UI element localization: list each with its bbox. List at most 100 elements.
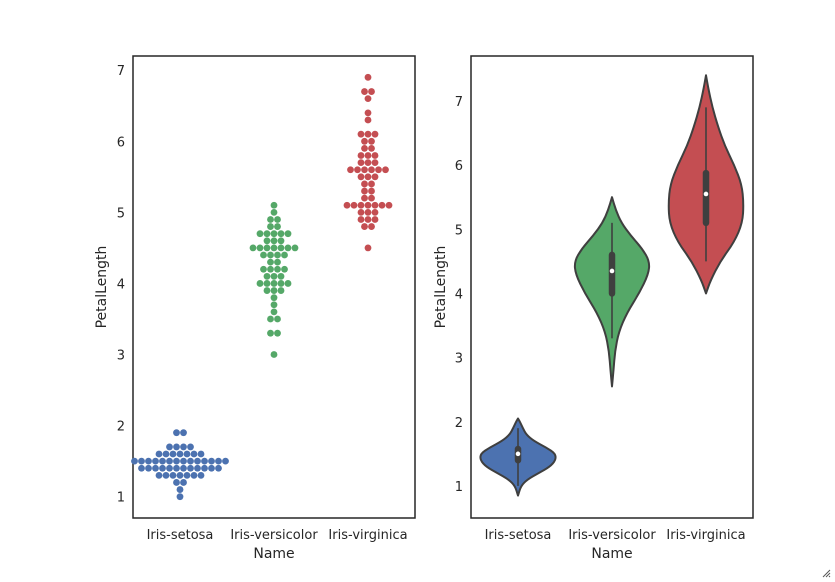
swarm-point-iris-setosa [201,464,208,472]
swarm-point-iris-virginica [368,223,375,230]
swarm-point-iris-versicolor [274,329,281,337]
swarm-point-iris-versicolor [284,280,292,287]
swarm-point-iris-setosa [176,493,184,501]
swarm-point-iris-setosa [173,429,180,437]
violin-y-tick-label: 3 [455,352,463,367]
swarm-point-iris-setosa [152,457,159,465]
swarm-point-iris-versicolor [267,223,274,230]
swarm-point-iris-versicolor [274,258,281,266]
swarm-point-iris-setosa [190,450,198,458]
swarm-point-iris-setosa [176,486,184,493]
swarm-x-tick-label-iris-versicolor: Iris-versicolor [230,528,318,543]
resize-grip-icon[interactable] [822,569,831,578]
swarm-point-iris-versicolor [274,251,281,259]
swarm-point-iris-versicolor [277,237,285,245]
swarm-point-iris-setosa [155,471,163,479]
swarm-point-iris-virginica [382,166,389,174]
swarm-point-iris-virginica [371,130,379,138]
swarm-point-iris-virginica [361,145,368,152]
swarm-point-iris-versicolor [256,280,264,287]
violin-y-tick-label: 1 [455,480,463,495]
swarm-point-iris-virginica [368,88,375,95]
swarm-point-iris-virginica [357,152,365,159]
swarm-point-iris-versicolor [263,230,271,238]
swarm-point-iris-virginica [364,208,372,216]
violin-x-tick-label-iris-virginica: Iris-virginica [666,528,745,543]
swarm-point-iris-virginica [350,201,358,209]
swarm-point-iris-versicolor [270,351,278,358]
swarm-point-iris-versicolor [270,287,278,294]
swarm-y-tick-label: 5 [117,206,125,221]
swarm-y-tick-label: 1 [117,491,125,506]
swarm-point-iris-versicolor [284,230,292,238]
swarm-point-iris-virginica [361,137,368,145]
swarm-point-iris-versicolor [267,258,274,266]
swarm-point-iris-virginica [347,166,354,174]
swarm-point-iris-virginica [364,201,372,209]
swarm-point-iris-virginica [364,116,372,124]
swarm-point-iris-versicolor [270,244,278,252]
swarm-point-iris-versicolor [267,329,274,337]
swarm-point-iris-setosa [180,429,187,437]
swarm-point-iris-setosa [169,450,177,458]
swarm-point-iris-versicolor [270,237,278,245]
swarm-point-iris-virginica [364,216,372,223]
swarm-point-iris-versicolor [256,230,264,238]
swarm-y-tick-label: 6 [117,135,125,150]
swarm-point-iris-setosa [176,450,184,458]
swarm-point-iris-setosa [155,450,163,458]
swarm-point-iris-setosa [145,464,152,472]
swarm-point-iris-virginica [357,216,365,223]
swarm-point-iris-virginica [371,201,379,209]
violin-shapes [479,74,745,497]
swarm-point-iris-setosa [138,464,145,472]
swarm-y-axis-label: PetalLength [94,246,110,329]
swarm-point-iris-virginica [364,130,372,138]
swarm-point-iris-setosa [173,464,180,472]
swarm-point-iris-versicolor [281,265,288,273]
swarm-point-iris-setosa [190,471,198,479]
swarm-point-iris-virginica [375,166,382,174]
swarm-point-iris-virginica [357,201,365,209]
swarm-point-iris-versicolor [260,251,267,259]
swarm-point-iris-versicolor [277,280,285,287]
violin-y-axis-label: PetalLength [433,246,449,329]
swarm-point-iris-virginica [368,187,375,195]
swarm-point-iris-virginica [371,173,379,181]
swarm-point-iris-versicolor [270,230,278,238]
swarm-point-iris-setosa [208,457,215,465]
swarm-point-iris-setosa [131,457,138,465]
swarm-point-iris-versicolor [291,244,299,252]
swarm-point-iris-versicolor [263,244,271,252]
violin-median-iris-setosa [515,451,521,457]
swarm-point-iris-setosa [201,457,208,465]
swarm-point-iris-setosa [194,457,201,465]
swarm-point-iris-versicolor [249,244,257,252]
swarm-point-iris-versicolor [270,294,278,302]
swarm-y-ticks: 1 2 3 4 5 6 7 [117,64,125,505]
swarm-point-iris-setosa [180,479,187,486]
swarm-point-iris-virginica [364,244,372,252]
swarm-point-iris-setosa [197,450,205,458]
swarm-point-iris-versicolor [256,244,264,252]
swarm-y-tick-label: 3 [117,349,125,364]
swarm-point-iris-versicolor [274,216,281,223]
swarm-point-iris-virginica [364,109,372,117]
swarm-point-iris-setosa [169,471,177,479]
swarm-point-iris-versicolor [263,272,271,280]
swarm-point-iris-versicolor [270,201,278,209]
swarm-point-iris-virginica [385,201,393,209]
swarm-point-iris-setosa [215,464,222,472]
swarm-point-iris-virginica [361,88,368,95]
swarm-point-iris-setosa [166,443,173,451]
swarm-point-iris-virginica [361,194,368,202]
swarm-point-iris-setosa [187,457,194,465]
swarm-point-iris-virginica [368,166,375,174]
swarm-point-iris-virginica [357,208,365,216]
swarm-point-iris-setosa [145,457,152,465]
swarm-point-iris-setosa [187,464,194,472]
violin-x-tick-label-iris-setosa: Iris-setosa [485,528,552,543]
swarm-point-iris-versicolor [277,230,285,238]
swarm-point-iris-setosa [183,450,191,458]
